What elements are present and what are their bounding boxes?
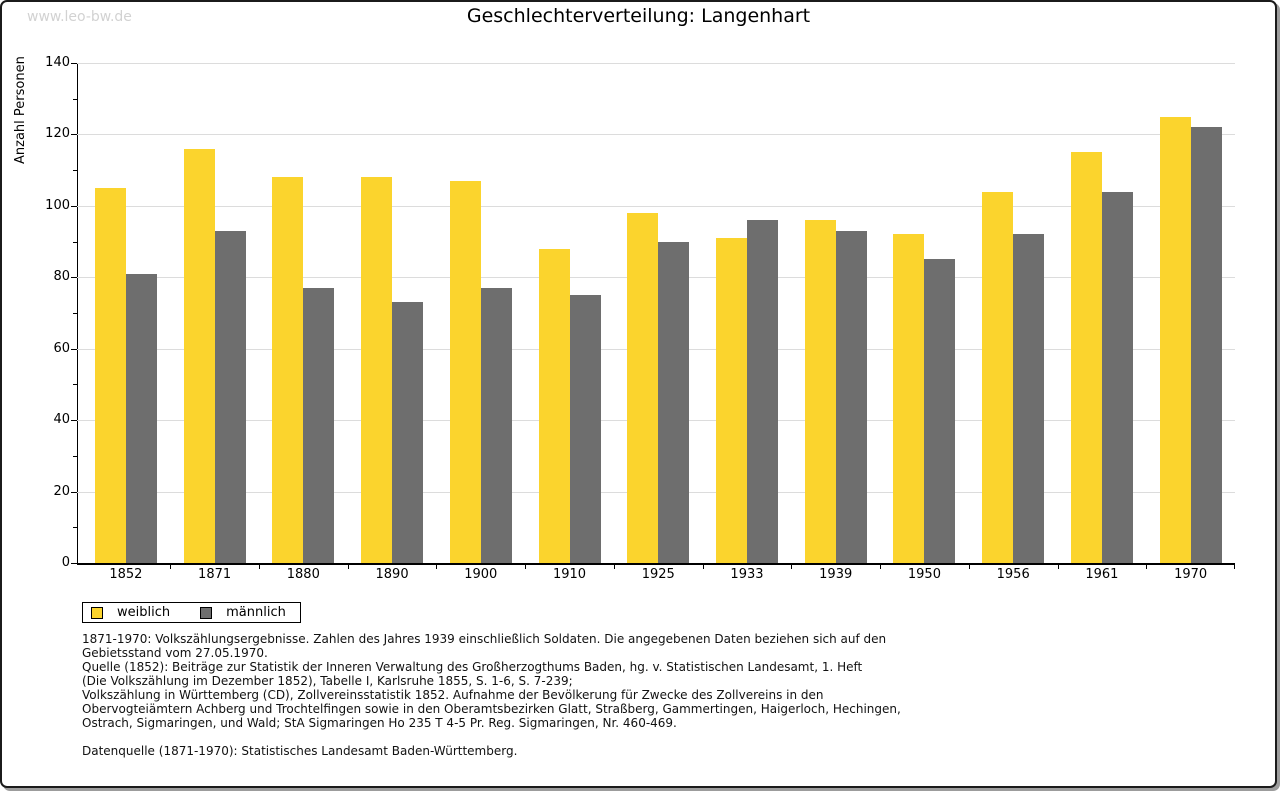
y-tick-label: 140 <box>45 55 70 70</box>
plot-area <box>71 63 1235 569</box>
x-tick-label: 1880 <box>286 567 320 582</box>
x-tick-label: 1925 <box>641 567 675 582</box>
x-axis-tick <box>170 563 172 569</box>
bar-männlich-1925 <box>658 241 690 563</box>
x-axis-tick <box>1146 563 1148 569</box>
bar-männlich-1956 <box>1013 234 1045 563</box>
bar-weiblich-1900 <box>449 180 481 563</box>
x-tick-label: 1961 <box>1085 567 1119 582</box>
legend-label: weiblich <box>117 605 171 620</box>
x-axis-tick <box>1057 563 1059 569</box>
bar-weiblich-1961 <box>1070 152 1102 563</box>
y-axis-tick <box>71 63 77 64</box>
chart-notes: 1871-1970: Volkszählungsergebnisse. Zahl… <box>82 632 901 730</box>
bar-weiblich-1880 <box>272 177 304 563</box>
y-axis-tick <box>73 170 77 172</box>
x-tick-label: 1970 <box>1174 567 1208 582</box>
x-tick-label: 1939 <box>819 567 853 582</box>
bar-männlich-1970 <box>1190 127 1222 563</box>
data-source-note: Datenquelle (1871-1970): Statistisches L… <box>82 744 518 758</box>
x-axis-tick <box>258 563 260 569</box>
legend-swatch <box>91 606 103 619</box>
y-tick-label: 20 <box>53 483 70 499</box>
legend-item-weiblich: weiblich <box>91 605 170 620</box>
bar-weiblich-1956 <box>982 191 1014 563</box>
x-tick-label: 1933 <box>730 567 764 582</box>
x-tick-label: 1956 <box>996 567 1030 582</box>
y-axis-tick <box>73 384 77 386</box>
bar-männlich-1950 <box>924 259 956 563</box>
bar-weiblich-1910 <box>538 248 570 563</box>
y-axis-tick <box>71 491 77 493</box>
x-axis-tick <box>436 563 438 569</box>
legend-item-maennlich: männlich <box>200 605 286 620</box>
x-axis-tick <box>613 563 615 569</box>
x-axis-line <box>77 563 1235 565</box>
y-axis-tick <box>71 348 77 350</box>
legend: weiblich männlich <box>82 602 301 623</box>
y-axis-tick <box>71 563 77 564</box>
bar-weiblich-1871 <box>183 148 215 563</box>
x-axis-tick <box>525 563 527 569</box>
bar-weiblich-1950 <box>893 234 925 563</box>
watermark: www.leo-bw.de <box>27 9 132 25</box>
bar-männlich-1900 <box>480 288 512 563</box>
bar-männlich-1880 <box>303 288 335 563</box>
bar-männlich-1871 <box>214 230 246 563</box>
y-axis-tick <box>71 205 77 207</box>
y-axis-tick <box>73 527 77 529</box>
y-axis-tick <box>73 455 77 457</box>
bar-männlich-1961 <box>1101 191 1133 563</box>
x-tick-label: 1910 <box>552 567 587 582</box>
y-tick-label: 120 <box>45 126 70 142</box>
x-tick-label: 1890 <box>375 567 409 582</box>
y-axis-tick <box>73 313 77 314</box>
x-axis-tick <box>1234 563 1235 569</box>
bar-männlich-1852 <box>125 273 157 563</box>
legend-swatch <box>200 606 213 619</box>
x-axis-tick <box>791 563 793 569</box>
y-axis-line <box>77 63 78 563</box>
y-axis-tick <box>71 420 77 422</box>
y-axis-tick <box>73 98 77 100</box>
bar-weiblich-1933 <box>715 238 747 563</box>
bar-männlich-1939 <box>835 230 867 563</box>
x-tick-label: 1900 <box>464 567 498 582</box>
chart-title: Geschlechterverteilung: Langenhart <box>466 5 811 27</box>
bar-weiblich-1925 <box>627 213 659 563</box>
x-tick-label: 1852 <box>109 567 143 582</box>
y-tick-label: 0 <box>61 555 70 570</box>
bar-weiblich-1890 <box>361 177 393 563</box>
gridline <box>77 63 1235 64</box>
gridline <box>77 134 1235 136</box>
bar-männlich-1890 <box>392 302 424 563</box>
x-tick-label: 1950 <box>907 567 941 582</box>
y-axis-tick <box>71 134 77 136</box>
gridline <box>77 205 1235 207</box>
x-axis-tick <box>968 563 970 569</box>
legend-label: männlich <box>226 605 286 620</box>
x-axis-tick <box>347 563 349 569</box>
bar-weiblich-1852 <box>94 188 126 563</box>
y-axis-tick <box>71 277 77 279</box>
y-tick-label: 100 <box>45 197 70 213</box>
y-tick-label: 60 <box>53 340 70 356</box>
y-tick-label: 80 <box>53 269 70 285</box>
x-axis-tick <box>702 563 704 569</box>
bar-weiblich-1970 <box>1159 116 1191 563</box>
y-tick-label: 40 <box>53 412 70 428</box>
bar-weiblich-1939 <box>804 220 836 563</box>
x-tick-label: 1871 <box>198 567 232 582</box>
bar-männlich-1933 <box>746 220 778 563</box>
x-axis-tick <box>880 563 882 569</box>
bar-männlich-1910 <box>569 295 601 563</box>
y-axis-tick <box>73 241 77 243</box>
y-axis-title: Anzahl Personen <box>13 56 28 164</box>
